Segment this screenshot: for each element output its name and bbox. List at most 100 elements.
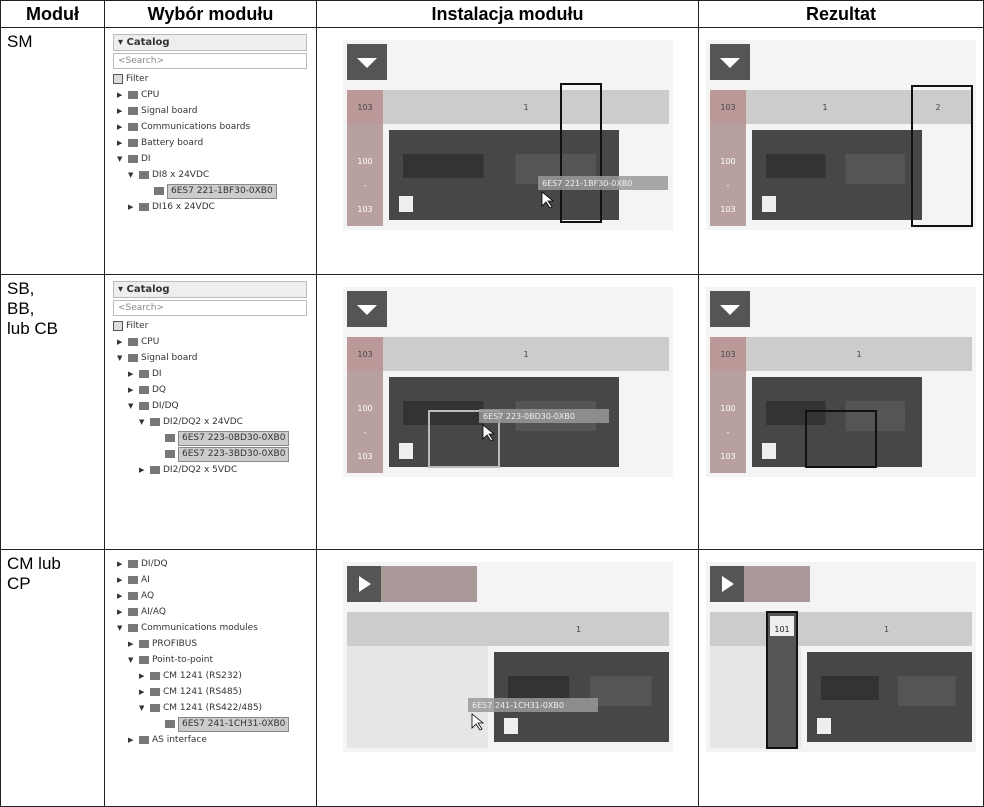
slot-strip — [710, 612, 972, 646]
screenshot: 101 1 — [706, 562, 976, 752]
header-row: Moduł Wybór modułu Instalacja modułu Rez… — [0, 0, 984, 28]
arrow-icon — [356, 58, 377, 68]
tree-item: 6ES7 223-0BD30-0XB0 — [113, 430, 307, 446]
tree-item: ▶ Communications boards — [113, 119, 307, 135]
tree-icon — [128, 337, 138, 346]
arrow-icon — [356, 305, 377, 315]
tree-icon — [128, 353, 138, 362]
tree-item: ▼ Point-to-point — [113, 652, 307, 668]
rack-label: - — [363, 428, 366, 437]
rack-header — [346, 90, 383, 124]
module-cell: SB, BB, lub CB — [0, 274, 105, 550]
rack-label: 100 — [357, 157, 372, 166]
tree-item: ▶ PROFIBUS — [113, 636, 307, 652]
slot-label: 103 — [357, 103, 372, 112]
rack-label: 103 — [720, 205, 735, 214]
tree-icon — [139, 655, 149, 664]
install-cell: 1 6ES7 241-1CH31-0XB0 — [316, 549, 699, 807]
tree-toggle: ▶ — [139, 688, 145, 696]
catalog-header: ▾ Catalog — [113, 281, 307, 298]
catalog-title: Catalog — [126, 284, 170, 295]
tree-toggle: ▼ — [128, 171, 134, 179]
slot-label: 103 — [357, 350, 372, 359]
tree-icon — [150, 417, 160, 426]
rack-label: 103 — [357, 205, 372, 214]
tree-icon — [139, 639, 149, 648]
catalog-cell: ▾ Catalog <Search> Filter ▶ CPU ▼ Signal board… — [104, 274, 317, 550]
result-cell: 101 1 — [698, 549, 984, 807]
tree-item: ▼ DI/DQ — [113, 398, 307, 414]
module-frame — [911, 85, 973, 227]
tree-label: DI2/DQ2 x 24VDC — [163, 417, 243, 427]
drag-tooltip — [537, 176, 668, 190]
cpu-part — [821, 676, 879, 700]
cpu-part — [589, 676, 651, 706]
rack-header — [710, 337, 746, 371]
catalog-chevron: ▾ — [118, 284, 127, 295]
tree-toggle: ▶ — [117, 338, 123, 346]
table-row: CM lub CP ▶ DI/DQ ▶ AI ▶ AQ ▶ AI/AQ ▼ Communicatio… — [0, 549, 984, 807]
rack-label: - — [727, 428, 730, 437]
slot-label: 103 — [720, 350, 735, 359]
screenshot: 103 1 100 - 103 6ES7 223-0BD30-0XB0 — [342, 287, 673, 477]
tree-label: DI16 x 24VDC — [152, 202, 215, 212]
tree-toggle: ▼ — [139, 418, 145, 426]
tree-label: 6ES7 241-1CH31-0XB0 — [178, 717, 290, 732]
install-cell: 103 1 100 - 103 6ES7 221-1BF30-0XB0 — [316, 27, 699, 275]
tree-item: ▶ AQ — [113, 588, 307, 604]
tree-label: DI — [152, 369, 162, 379]
rack-column — [346, 124, 383, 226]
cpu-icon — [817, 718, 831, 734]
tree-icon — [128, 138, 138, 147]
search-box: <Search> — [113, 300, 307, 316]
tree-toggle: ▶ — [117, 560, 123, 568]
tree-label: DQ — [152, 385, 167, 395]
checkbox — [113, 320, 123, 331]
rack-column — [346, 646, 488, 748]
tree-item: 6ES7 221-1BF30-0XB0 — [113, 183, 307, 199]
tree-toggle: ▶ — [117, 592, 123, 600]
sb-frame — [427, 410, 500, 468]
slot-strip — [346, 612, 669, 646]
tree-icon — [165, 449, 175, 458]
table-body: SM ▾ Catalog <Search> Filter ▶ CPU ▶ Signal boa… — [0, 27, 984, 807]
arrow-icon — [720, 58, 740, 68]
tree-item: ▶ CPU — [113, 334, 307, 350]
drag-label: 6ES7 241-1CH31-0XB0 — [472, 701, 564, 710]
slot-strip — [346, 90, 669, 124]
tree-toggle: ▼ — [117, 354, 123, 362]
tree-label: DI2/DQ2 x 5VDC — [163, 465, 238, 475]
arrow-icon — [720, 305, 740, 315]
table-row: SB, BB, lub CB ▾ Catalog <Search> Filter ▶ CP… — [0, 274, 984, 550]
cursor — [482, 424, 495, 442]
tree-toggle: ▶ — [117, 107, 123, 115]
slot-strip — [710, 90, 972, 124]
tree-icon — [165, 433, 175, 442]
tree-icon — [139, 385, 149, 394]
slot-strip — [710, 337, 972, 371]
rack-label: 100 — [720, 404, 735, 413]
tree-label: Signal board — [141, 106, 198, 116]
tree-item: ▶ DQ — [113, 382, 307, 398]
tree-item: ▼ DI2/DQ2 x 24VDC — [113, 414, 307, 430]
drop-frame — [559, 83, 602, 223]
tree-label: 6ES7 221-1BF30-0XB0 — [167, 184, 277, 199]
rack-label: - — [727, 181, 730, 190]
rack-label: 103 — [720, 452, 735, 461]
sb-frame — [805, 410, 877, 468]
tree-icon — [139, 735, 149, 744]
cpu-part — [897, 676, 956, 706]
tree-item: ▶ DI — [113, 366, 307, 382]
catalog-title: Catalog — [126, 37, 170, 48]
slot-label: 101 — [774, 625, 789, 634]
tree-item: ▼ DI — [113, 151, 307, 167]
tree-label: CPU — [141, 90, 160, 100]
cursor — [541, 191, 554, 209]
tree-icon — [128, 575, 138, 584]
tree-item: ▶ AI/AQ — [113, 604, 307, 620]
tree-item: ▶ AI — [113, 572, 307, 588]
tree-label: CM 1241 (RS485) — [163, 687, 242, 697]
slot-label: 2 — [936, 103, 941, 112]
tree-icon — [128, 154, 138, 163]
